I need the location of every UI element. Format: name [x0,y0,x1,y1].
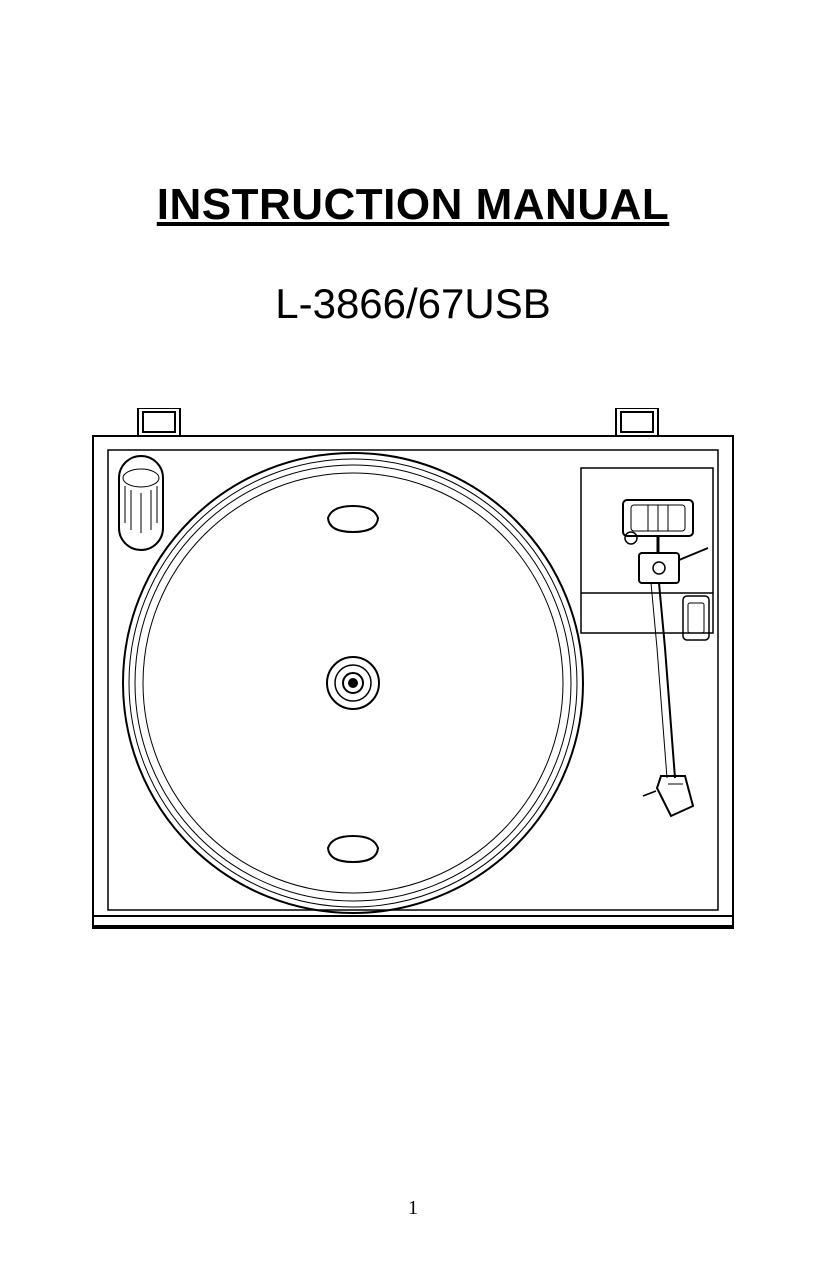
tonearm-base-plate [581,468,713,633]
adapter-holder [119,456,163,550]
mat-hole-top [328,506,378,532]
turntable-figure [83,408,743,938]
turntable-svg [83,408,743,938]
page-container: INSTRUCTION MANUAL L-3866/67USB [0,0,826,1275]
top-surface [108,450,718,910]
spindle [327,657,379,709]
mat-hole-bottom [328,836,378,862]
page-number: 1 [0,1197,826,1220]
document-title: INSTRUCTION MANUAL [157,180,670,230]
tonearm-assembly [623,500,708,583]
hinge-right [616,408,658,436]
plinth-outer [93,436,733,926]
headshell [643,776,693,816]
tonearm-tube [651,583,675,778]
model-number: L-3866/67USB [275,280,551,328]
hinge-left [138,408,180,436]
